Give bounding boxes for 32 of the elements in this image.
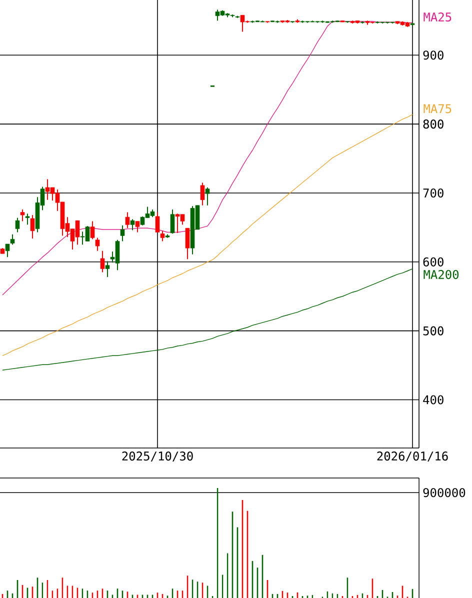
candlestick bbox=[105, 260, 110, 278]
candlestick bbox=[125, 212, 130, 229]
candlestick bbox=[25, 213, 30, 226]
candlestick bbox=[205, 186, 210, 206]
candlestick bbox=[185, 228, 190, 260]
series-label: MA75 bbox=[424, 104, 452, 114]
candlestick bbox=[170, 209, 175, 234]
candlestick bbox=[100, 250, 105, 273]
candlestick bbox=[15, 217, 20, 233]
candlestick bbox=[30, 214, 35, 239]
y-tick-label: 800 bbox=[423, 120, 444, 129]
y-tick-label: 700 bbox=[423, 188, 444, 198]
series-label: MA25 bbox=[424, 12, 452, 22]
y-tick-label: 900000 bbox=[423, 488, 466, 498]
candlestick bbox=[200, 182, 205, 206]
y-tick-label: 500 bbox=[423, 326, 444, 336]
series-label: MA200 bbox=[424, 270, 459, 280]
candlestick bbox=[95, 237, 100, 252]
y-tick-label: 400 bbox=[423, 395, 444, 404]
candlestick bbox=[130, 218, 135, 231]
candlestick bbox=[135, 220, 140, 233]
candlestick bbox=[90, 220, 95, 240]
candlestick bbox=[10, 234, 15, 246]
x-tick-label: 2025/10/30 bbox=[122, 452, 193, 462]
y-tick-label: 900 bbox=[423, 50, 444, 60]
candlestick bbox=[155, 212, 160, 233]
candlestick bbox=[160, 230, 165, 242]
x-tick-label: 2026/01/16 bbox=[377, 452, 448, 462]
candlestick bbox=[20, 209, 25, 222]
candlestick bbox=[120, 224, 125, 242]
y-tick-label: 600 bbox=[423, 257, 444, 266]
candlestick bbox=[5, 243, 10, 258]
